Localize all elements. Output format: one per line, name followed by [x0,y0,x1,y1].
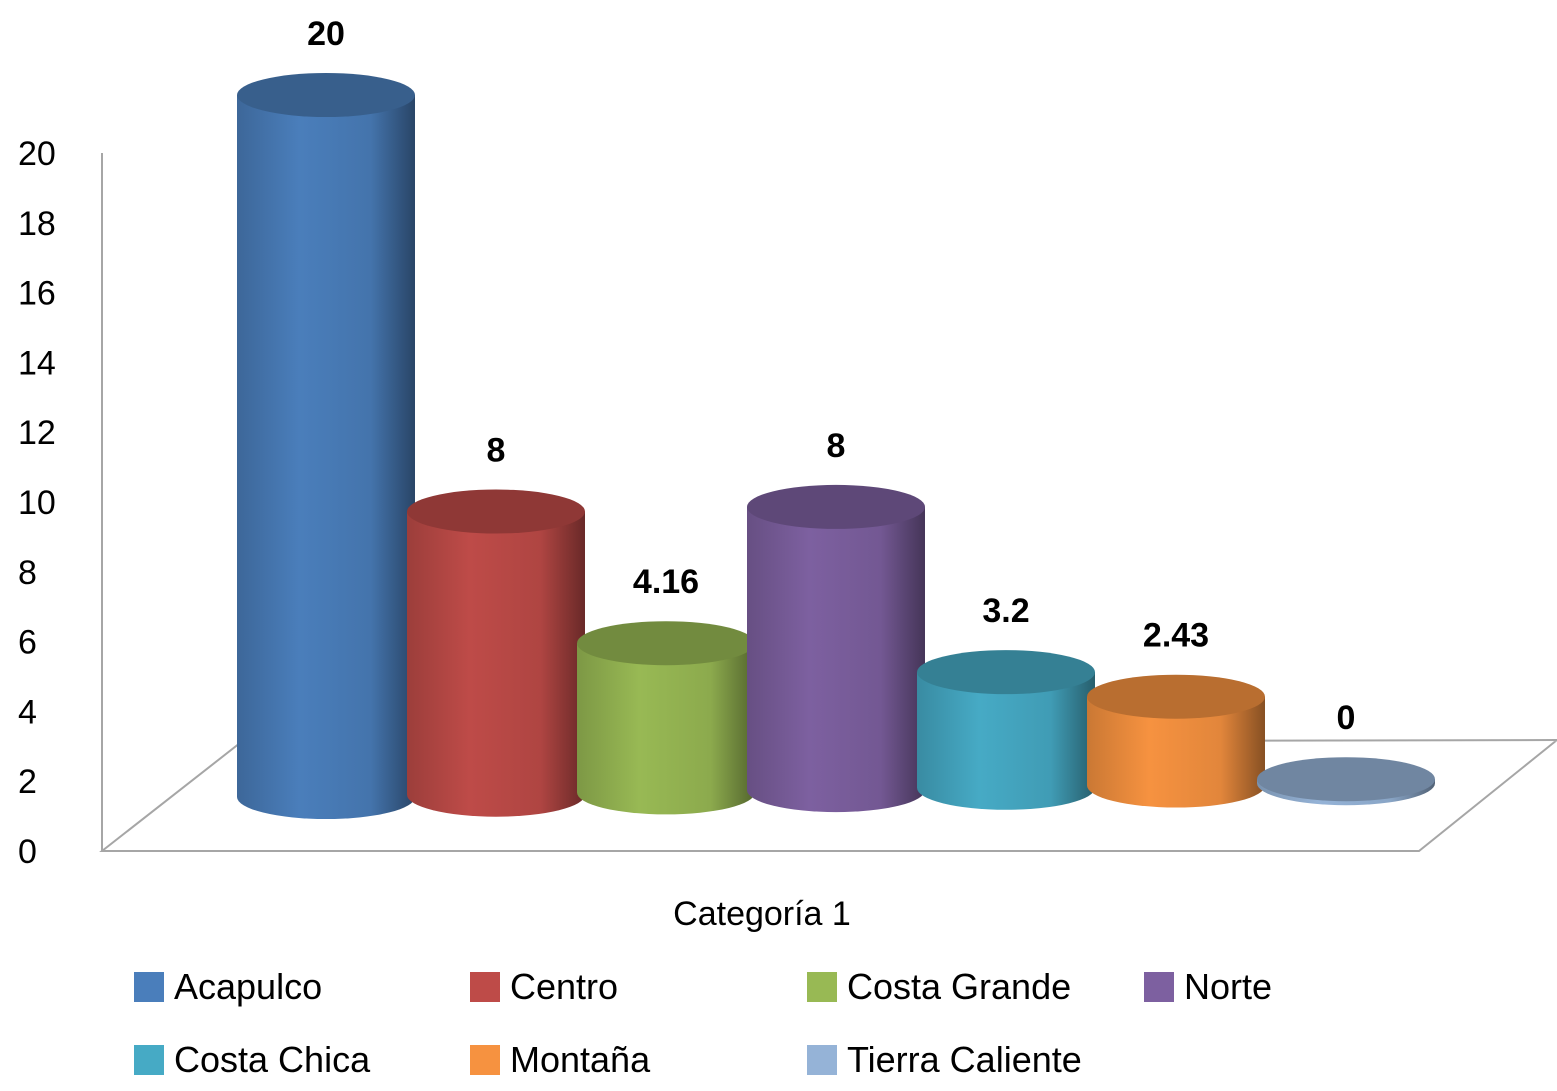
y-tick-label: 12 [18,414,56,452]
bar-acapulco [237,73,415,819]
bar-body [917,672,1095,810]
data-label: 8 [487,432,506,470]
bar-norte [747,484,925,813]
legend-item: Montaña [470,1039,651,1080]
legend-label: Costa Grande [847,966,1071,1007]
legend-swatch [470,1045,500,1075]
bar-costa-grande [577,621,755,815]
legend-swatch [134,1045,164,1075]
y-axis: 0 2 4 6 8 10 12 14 16 18 20 [18,135,103,871]
data-label: 3.2 [982,592,1029,630]
y-tick-label: 6 [18,624,37,662]
y-tick-label: 18 [18,205,56,243]
legend-item: Costa Grande [807,966,1071,1007]
bar-montaña [1087,674,1265,808]
legend-label: Acapulco [174,966,322,1007]
data-labels: 20 8 4.16 8 3.2 2.43 0 [307,15,1355,737]
data-label: 0 [1337,699,1356,737]
bar-body [577,643,755,815]
legend: Acapulco Centro Costa Grande Norte Costa Chi… [134,966,1272,1080]
legend-label: Montaña [510,1039,651,1080]
legend-swatch [470,972,500,1002]
legend-label: Tierra Caliente [847,1039,1082,1080]
bar-tierra-caliente [1257,757,1435,806]
chart-floor [99,738,1557,852]
y-tick-label: 10 [18,484,56,522]
legend-swatch [1144,972,1174,1002]
data-label: 4.16 [633,563,699,601]
legend-swatch [807,1045,837,1075]
bar-top [1257,757,1435,802]
bar-costa-chica [917,650,1095,810]
bar-top [747,484,925,529]
legend-item: Tierra Caliente [807,1039,1082,1080]
legend-item: Centro [470,966,618,1007]
data-label: 20 [307,15,345,53]
legend-swatch [807,972,837,1002]
bar-body [237,95,415,819]
bar-top [917,650,1095,695]
y-tick-label: 20 [18,135,56,173]
bar-body [1087,696,1265,808]
bars [237,73,1435,819]
legend-item: Costa Chica [134,1039,371,1080]
legend-label: Norte [1184,966,1272,1007]
legend-item: Norte [1144,966,1272,1007]
bar-top [237,73,415,117]
floor-plane [99,738,1557,852]
bar-body [407,511,585,817]
y-tick-label: 14 [18,344,56,382]
bar-top [407,489,585,534]
legend-item: Acapulco [134,966,322,1007]
category-label: Categoría 1 [673,895,851,933]
bar-centro [407,489,585,817]
y-tick-label: 0 [18,833,37,871]
data-label: 8 [827,427,846,465]
y-tick-label: 2 [18,763,37,801]
legend-label: Centro [510,966,618,1007]
data-label: 2.43 [1143,617,1209,655]
bar-body [747,506,925,813]
y-tick-label: 8 [18,554,37,592]
bar-top [1087,674,1265,719]
y-tick-label: 4 [18,693,37,731]
legend-swatch [134,972,164,1002]
bar-top [577,621,755,666]
y-tick-label: 16 [18,275,56,313]
legend-label: Costa Chica [174,1039,371,1080]
